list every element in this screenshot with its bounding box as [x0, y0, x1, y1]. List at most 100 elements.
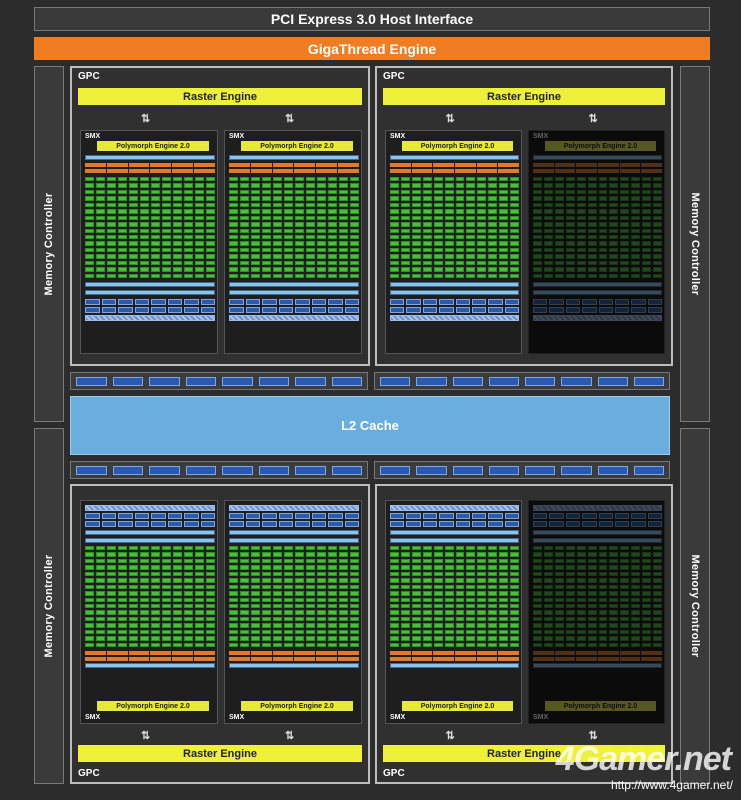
- cuda-core: [565, 222, 575, 227]
- gpc-top-left: GPC Raster Engine SMX Polymorph Engine 2.0 ⇅…: [70, 66, 370, 366]
- cuda-core: [284, 209, 293, 214]
- dispatch-unit-row: [85, 657, 215, 661]
- cuda-core: [85, 183, 94, 188]
- cuda-core: [455, 552, 465, 557]
- cuda-core: [620, 565, 630, 570]
- cuda-core: [129, 254, 138, 259]
- cuda-core: [390, 273, 399, 278]
- cuda-core: [466, 558, 476, 564]
- cuda-core: [510, 565, 519, 570]
- cuda-core: [328, 591, 337, 596]
- cuda-core: [306, 222, 315, 227]
- cuda-core: [206, 189, 215, 195]
- cuda-core: [184, 584, 193, 590]
- cuda-core: [455, 642, 465, 647]
- cuda-core: [350, 177, 359, 182]
- cuda-core: [295, 552, 304, 557]
- cuda-core: [151, 552, 160, 557]
- dispatch-unit-row: [85, 169, 215, 173]
- cuda-core: [411, 565, 421, 570]
- cuda-core: [96, 209, 105, 214]
- cuda-core: [140, 597, 149, 602]
- cuda-core: [609, 228, 619, 233]
- cuda-core: [533, 189, 542, 195]
- cuda-core: [533, 636, 542, 641]
- cuda-core: [284, 254, 293, 259]
- cuda-core: [390, 267, 399, 272]
- cuda-core: [587, 267, 597, 272]
- cuda-core: [195, 241, 204, 246]
- cuda-core: [642, 202, 652, 208]
- cuda-core: [240, 584, 249, 590]
- cuda-core: [306, 241, 315, 246]
- cuda-core: [229, 254, 238, 259]
- cuda-core: [554, 215, 564, 221]
- cuda-core: [533, 215, 542, 221]
- texture-unit-row: [390, 315, 519, 321]
- cuda-core: [466, 177, 476, 182]
- cuda-core: [620, 546, 630, 551]
- cuda-core: [317, 241, 326, 246]
- cuda-core: [129, 565, 138, 570]
- cuda-core: [554, 228, 564, 233]
- cuda-core: [273, 603, 282, 609]
- cuda-core: [488, 228, 498, 233]
- cuda-core: [306, 177, 315, 182]
- cuda-core: [140, 183, 149, 188]
- cuda-core: [206, 584, 215, 590]
- cuda-core: [598, 578, 608, 583]
- cuda-core: [273, 209, 282, 214]
- cache-bar: [533, 290, 662, 295]
- cuda-core: [173, 273, 182, 278]
- cuda-core: [543, 189, 553, 195]
- cuda-core: [206, 558, 215, 564]
- cuda-core: [162, 254, 171, 259]
- cuda-core: [151, 616, 160, 622]
- cuda-core: [107, 629, 116, 635]
- cuda-core: [444, 222, 454, 227]
- cuda-core: [543, 209, 553, 214]
- cuda-core: [400, 616, 410, 622]
- cuda-core: [295, 202, 304, 208]
- cuda-core: [295, 228, 304, 233]
- cuda-core: [533, 584, 542, 590]
- cuda-core: [229, 546, 238, 551]
- cuda-core: [587, 196, 597, 201]
- cuda-core: [390, 189, 399, 195]
- cuda-core: [140, 241, 149, 246]
- cuda-core: [339, 578, 348, 583]
- cuda-core: [466, 241, 476, 246]
- cuda-core: [390, 584, 399, 590]
- cuda-core: [444, 610, 454, 615]
- cuda-core: [85, 228, 94, 233]
- cache-bar: [85, 663, 215, 668]
- cuda-core: [306, 267, 315, 272]
- cuda-core: [598, 267, 608, 272]
- cuda-core: [444, 189, 454, 195]
- cuda-core: [466, 578, 476, 583]
- cuda-core: [96, 558, 105, 564]
- cuda-core: [328, 610, 337, 615]
- cuda-core: [251, 636, 260, 641]
- cuda-core: [488, 260, 498, 266]
- cuda-core: [609, 234, 619, 240]
- cuda-core: [229, 642, 238, 647]
- cuda-core: [587, 247, 597, 253]
- cuda-core: [576, 610, 586, 615]
- polymorph-engine: Polymorph Engine 2.0: [241, 141, 353, 151]
- cuda-core: [444, 552, 454, 557]
- cuda-core: [251, 610, 260, 615]
- cuda-core: [295, 234, 304, 240]
- cuda-core: [543, 228, 553, 233]
- cuda-core-grid: [390, 546, 519, 647]
- cuda-core: [466, 546, 476, 551]
- cuda-core: [642, 222, 652, 227]
- cuda-core: [129, 623, 138, 628]
- cuda-core: [422, 578, 432, 583]
- cuda-core: [444, 591, 454, 596]
- cuda-core: [642, 616, 652, 622]
- cuda-core: [565, 202, 575, 208]
- polymorph-engine: Polymorph Engine 2.0: [545, 141, 656, 151]
- cuda-core: [262, 616, 271, 622]
- cuda-core: [162, 584, 171, 590]
